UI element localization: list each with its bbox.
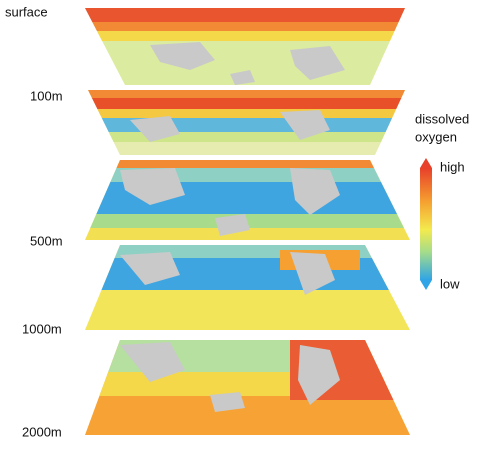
depth-label: 100m (30, 88, 63, 103)
depth-label: 1000m (22, 321, 62, 336)
layer-2000m (85, 340, 410, 435)
legend-arrow-low (420, 280, 432, 290)
legend-title: dissolved (415, 111, 469, 126)
legend-title: oxygen (415, 129, 457, 144)
legend-high: high (440, 159, 465, 174)
depth-label: 500m (30, 233, 63, 248)
layer-100m (88, 90, 405, 155)
layer-1000m (85, 245, 410, 330)
depth-label: surface (5, 4, 48, 19)
layer-surface (85, 8, 405, 85)
legend-arrow-high (420, 158, 432, 168)
legend-colorbar (420, 168, 432, 280)
layer-500m (85, 160, 410, 240)
depth-label: 2000m (22, 424, 62, 439)
legend-low: low (440, 276, 460, 291)
